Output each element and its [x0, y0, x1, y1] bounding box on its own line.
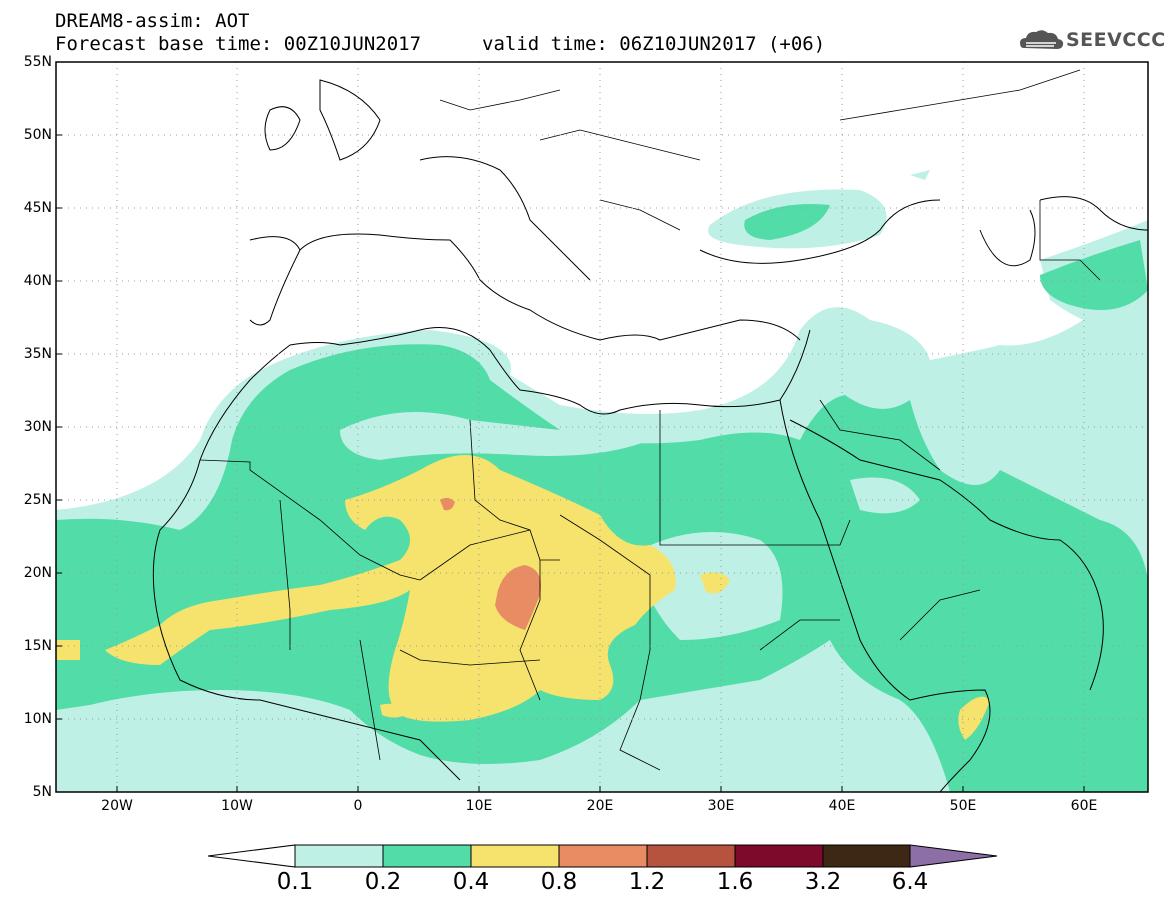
- colorbar-bin-2: [382, 844, 472, 868]
- aot-band-0.4-0.8: [56, 455, 990, 740]
- forecast-base-time: Forecast base time: 00Z10JUN2017: [55, 33, 422, 55]
- coastlines: [152, 79, 1148, 792]
- colorbar-label: 1.2: [628, 869, 666, 895]
- colorbar: [207, 844, 998, 868]
- colorbar-label: 1.6: [716, 869, 754, 895]
- lat-label: 35N: [23, 346, 52, 362]
- lat-label: 5N: [32, 784, 52, 800]
- colorbar-label: 6.4: [891, 869, 929, 895]
- colorbar-label: 0.1: [276, 869, 314, 895]
- lon-label: 60E: [1070, 798, 1098, 814]
- lat-label: 10N: [23, 711, 52, 727]
- lon-label: 10E: [465, 798, 493, 814]
- colorbar-bin-4: [558, 844, 648, 868]
- colorbar-bin-3: [470, 844, 560, 868]
- lat-label: 45N: [23, 200, 52, 216]
- colorbar-under: [207, 844, 296, 868]
- lat-label: 25N: [23, 492, 52, 508]
- country-borders: [199, 69, 1101, 771]
- lon-label: 40E: [828, 798, 856, 814]
- colorbar-over: [909, 844, 998, 868]
- colorbar-bin-5: [646, 844, 736, 868]
- colorbar-bin-1: [294, 844, 384, 868]
- lat-label: 15N: [23, 638, 52, 654]
- colorbar-label: 0.2: [364, 869, 402, 895]
- lon-label: 20E: [586, 798, 614, 814]
- map-title: DREAM8-assim: AOT: [55, 10, 250, 32]
- lon-label: 10W: [221, 798, 253, 814]
- colorbar-label: 3.2: [804, 869, 842, 895]
- lon-label: 0: [353, 798, 363, 814]
- valid-time: valid time: 06Z10JUN2017 (+06): [482, 33, 826, 55]
- logo-text: SEEVCCC: [1066, 29, 1165, 51]
- axis-ticks: [56, 134, 1085, 792]
- colorbar-bin-7: [822, 844, 911, 868]
- lat-label: 40N: [23, 273, 52, 289]
- lon-label: 20W: [101, 798, 133, 814]
- cloud-icon: [1020, 30, 1064, 49]
- colorbar-label: 0.8: [540, 869, 578, 895]
- aot-band-0.8-1.2: [440, 497, 541, 630]
- lon-label: 50E: [949, 798, 977, 814]
- lat-label: 50N: [23, 127, 52, 143]
- colorbar-bin-6: [734, 844, 824, 868]
- lat-label: 20N: [23, 565, 52, 581]
- lat-label: 30N: [23, 419, 52, 435]
- lat-label: 55N: [23, 54, 52, 70]
- colorbar-label: 0.4: [452, 869, 490, 895]
- grid-lines: [56, 62, 1148, 792]
- lon-label: 30E: [707, 798, 735, 814]
